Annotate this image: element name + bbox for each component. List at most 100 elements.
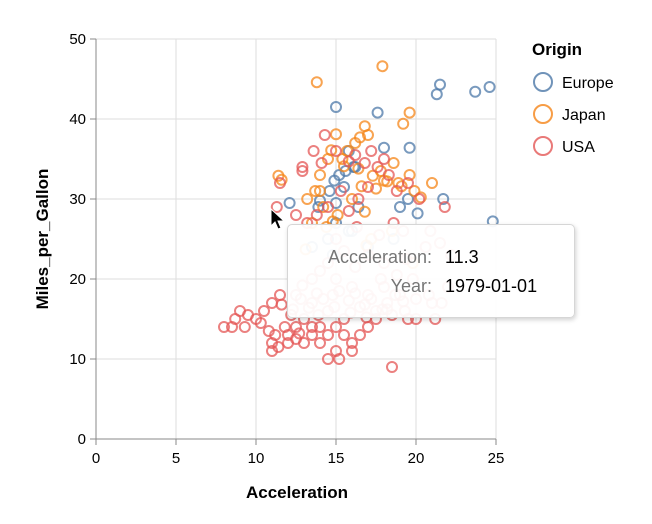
point-japan bbox=[381, 175, 394, 188]
tooltip-value: 11.3 bbox=[445, 247, 479, 267]
point-usa bbox=[330, 145, 342, 157]
point-japan bbox=[314, 185, 326, 197]
x-tick-label: 25 bbox=[488, 450, 505, 467]
mouse-cursor-icon bbox=[270, 207, 286, 230]
point-europe bbox=[333, 169, 346, 181]
point-usa bbox=[266, 345, 278, 357]
tick-labels: 0 5 10 15 20 25 0 10 20 30 40 50 bbox=[69, 31, 504, 467]
point-usa bbox=[382, 169, 395, 181]
point-usa bbox=[258, 305, 270, 317]
point-usa bbox=[362, 181, 374, 193]
legend-label: USA bbox=[562, 139, 595, 156]
point-usa bbox=[275, 298, 288, 311]
point-usa bbox=[365, 145, 378, 157]
point-japan bbox=[397, 117, 410, 130]
point-usa bbox=[306, 321, 318, 333]
point-usa bbox=[278, 321, 291, 333]
point-usa bbox=[218, 321, 230, 333]
point-europe bbox=[323, 185, 336, 197]
point-japan bbox=[301, 193, 314, 205]
legend-label: Europe bbox=[562, 75, 614, 92]
point-usa bbox=[342, 205, 355, 217]
point-japan bbox=[414, 191, 427, 204]
point-usa bbox=[334, 185, 347, 197]
point-usa bbox=[338, 329, 350, 341]
y-tick-label: 50 bbox=[69, 31, 86, 48]
point-usa bbox=[298, 337, 310, 349]
point-japan bbox=[376, 60, 389, 73]
point-usa bbox=[322, 353, 334, 365]
point-usa bbox=[352, 193, 365, 205]
point-europe bbox=[371, 106, 384, 119]
point-usa bbox=[333, 353, 346, 365]
point-usa bbox=[290, 321, 302, 333]
axes bbox=[90, 38, 497, 445]
point-europe bbox=[378, 141, 390, 154]
tooltip-key: Year: bbox=[390, 276, 432, 296]
legend-symbol bbox=[533, 104, 553, 124]
point-japan bbox=[358, 205, 371, 218]
point-usa bbox=[266, 297, 278, 309]
x-tick-label: 5 bbox=[172, 450, 180, 467]
point-usa bbox=[238, 321, 251, 333]
y-axis-title: Miles_per_Gallon bbox=[33, 169, 52, 310]
point-usa bbox=[386, 361, 398, 373]
point-europe bbox=[437, 193, 450, 205]
point-usa bbox=[346, 345, 358, 357]
point-usa bbox=[322, 201, 334, 213]
point-europe bbox=[330, 101, 342, 113]
y-tick-label: 30 bbox=[69, 191, 86, 208]
point-usa bbox=[262, 325, 275, 337]
point-japan bbox=[314, 169, 326, 181]
data-points bbox=[218, 60, 499, 373]
point-usa bbox=[306, 329, 318, 341]
point-europe bbox=[469, 85, 482, 98]
point-usa bbox=[296, 165, 309, 177]
legend-title: Origin bbox=[532, 40, 582, 59]
point-europe bbox=[394, 201, 406, 213]
x-tick-label: 10 bbox=[248, 450, 265, 467]
point-usa bbox=[438, 201, 451, 213]
legend-symbol bbox=[533, 136, 553, 156]
x-tick-label: 15 bbox=[328, 450, 345, 467]
point-europe bbox=[411, 207, 424, 220]
point-usa bbox=[274, 177, 286, 189]
point-japan bbox=[403, 106, 416, 119]
legend-symbol bbox=[533, 72, 553, 92]
point-europe bbox=[402, 193, 414, 205]
point-usa bbox=[354, 329, 366, 341]
point-usa bbox=[270, 201, 283, 213]
point-usa bbox=[378, 153, 390, 165]
tooltip-key: Acceleration: bbox=[327, 247, 432, 267]
point-usa bbox=[402, 177, 414, 189]
point-europe bbox=[283, 197, 296, 209]
point-usa bbox=[274, 289, 286, 301]
point-usa bbox=[362, 321, 374, 333]
point-japan bbox=[358, 120, 371, 133]
point-usa bbox=[371, 161, 384, 173]
point-usa bbox=[307, 145, 320, 157]
point-usa bbox=[330, 321, 342, 333]
point-usa bbox=[314, 321, 326, 333]
point-usa bbox=[254, 317, 267, 329]
x-tick-label: 20 bbox=[408, 450, 425, 467]
y-tick-label: 10 bbox=[69, 351, 86, 368]
point-usa bbox=[229, 313, 242, 325]
x-axis-title: Acceleration bbox=[246, 483, 348, 502]
point-usa bbox=[315, 157, 328, 169]
point-japan bbox=[330, 128, 342, 141]
tooltip-row-year: Year: 1979-01-01 bbox=[288, 276, 574, 300]
point-japan bbox=[349, 137, 362, 149]
tooltip-value: 1979-01-01 bbox=[445, 276, 538, 296]
point-japan bbox=[309, 185, 322, 197]
point-usa bbox=[349, 149, 362, 161]
point-japan bbox=[387, 157, 400, 169]
tooltip-row-acceleration: Acceleration: 11.3 bbox=[288, 247, 574, 271]
x-tick-label: 0 bbox=[92, 450, 100, 467]
legend-label: Japan bbox=[562, 107, 606, 124]
point-usa bbox=[390, 185, 403, 197]
point-usa bbox=[314, 337, 326, 349]
point-japan bbox=[426, 177, 438, 189]
point-japan bbox=[403, 169, 416, 181]
legend-item-usa: USA bbox=[533, 136, 595, 156]
